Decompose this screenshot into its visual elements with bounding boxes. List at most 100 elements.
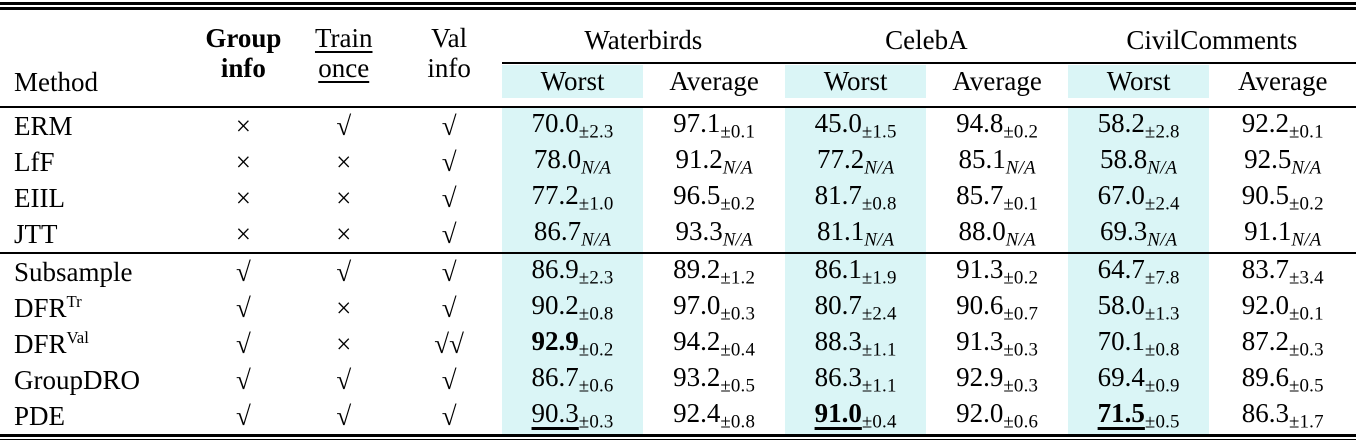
dataset-name: CelebA [885, 25, 968, 55]
result-stderr: ±0.4 [861, 411, 897, 433]
result-stderr: N/A [1291, 157, 1322, 179]
val-info-mark: √ [396, 362, 501, 398]
table-row: DFRTr √ × √ 90.2±0.8 97.0±0.3 80.7±2.4 90.6±0.7… [0, 290, 1356, 326]
result-value: 94.8 [956, 108, 1004, 139]
train-once-mark: × [291, 216, 396, 253]
result-cell: 85.1N/A [926, 144, 1068, 180]
check-mark-icon: √ [235, 400, 251, 431]
check-mark-icon: √ [441, 182, 457, 213]
result-stderr: ±0.9 [1144, 375, 1180, 397]
check-mark-icon: √ [336, 364, 352, 395]
method-cell: LfF [0, 144, 196, 180]
result-value: 88.3 [814, 326, 862, 357]
check-mark-icon: √ [235, 364, 251, 395]
result-value: 69.4 [1097, 362, 1145, 393]
result-value: 89.2 [673, 254, 721, 285]
result-cell: 81.1N/A [784, 216, 927, 253]
result-cell: 86.9±2.3 [501, 252, 644, 290]
result-value: 58.8 [1100, 144, 1148, 175]
result-cell: 58.8N/A [1067, 144, 1210, 180]
result-cell: 78.0N/A [501, 144, 644, 180]
result-value: 93.3 [675, 216, 723, 247]
val-info-mark: √ [396, 180, 501, 216]
method-name: PDE [14, 400, 66, 431]
group-info-line2: info [220, 53, 266, 83]
subcolumn-header-average: Average [926, 63, 1068, 108]
result-value: 90.3 [531, 398, 579, 429]
method-cell: DFRVal [0, 326, 196, 362]
group-info-mark: √ [196, 398, 291, 434]
result-stderr: ±0.3 [1003, 339, 1039, 361]
result-cell: 71.5±0.5 [1067, 398, 1210, 434]
cross-mark-icon: × [235, 110, 251, 141]
subcolumn-header-average: Average [1209, 63, 1356, 108]
result-stderr: ±0.3 [1288, 339, 1324, 361]
result-value: 92.5 [1244, 144, 1292, 175]
result-stderr: N/A [581, 157, 612, 179]
result-value: 64.7 [1097, 254, 1145, 285]
result-cell: 91.1N/A [1209, 216, 1356, 253]
check-mark-icon: √ [441, 218, 457, 249]
check-mark-icon: √√ [434, 328, 464, 359]
result-cell: 91.2N/A [643, 144, 785, 180]
subcolumn-header-average: Average [643, 63, 785, 108]
result-value: 77.2 [816, 144, 865, 175]
result-cell: 97.1±0.1 [643, 107, 785, 144]
method-name: DFR [14, 292, 67, 323]
result-value: 90.2 [531, 290, 579, 321]
cross-mark-icon: × [336, 218, 352, 249]
result-cell: 96.5±0.2 [643, 180, 785, 216]
result-cell: 58.0±1.3 [1067, 290, 1210, 326]
result-stderr: ±1.9 [861, 267, 897, 289]
result-cell: 86.7±0.6 [501, 362, 644, 398]
result-cell: 92.0±0.1 [1209, 290, 1356, 326]
result-stderr: ±0.1 [1003, 193, 1039, 215]
val-info-line1: Val [431, 22, 468, 53]
result-value: 91.0 [814, 398, 862, 429]
result-value: 93.2 [673, 362, 721, 393]
result-stderr: ±0.2 [1288, 193, 1324, 215]
result-value: 91.3 [956, 326, 1004, 357]
result-value: 91.1 [1244, 216, 1292, 247]
result-cell: 94.2±0.4 [643, 326, 785, 362]
method-superscript: Tr [66, 291, 82, 311]
subcolumn-header-worst: Worst [1067, 63, 1210, 108]
group-info-mark: × [196, 180, 291, 216]
result-stderr: ±0.2 [1003, 121, 1039, 143]
result-cell: 87.2±0.3 [1209, 326, 1356, 362]
result-stderr: N/A [1147, 157, 1178, 179]
result-value: 88.0 [958, 216, 1006, 247]
worst-column-label: Worst [1067, 65, 1210, 98]
result-stderr: ±2.4 [1144, 193, 1180, 215]
group-info-mark: √ [196, 290, 291, 326]
result-cell: 80.7±2.4 [784, 290, 927, 326]
dataset-header-celeba: CelebA [784, 10, 1068, 64]
result-value: 86.1 [814, 254, 862, 285]
result-stderr: ±0.8 [861, 193, 897, 215]
subcolumn-header-worst: Worst [501, 63, 644, 108]
group-info-mark: √ [196, 362, 291, 398]
result-cell: 67.0±2.4 [1067, 180, 1210, 216]
result-value: 58.2 [1097, 108, 1145, 139]
result-value: 91.2 [675, 144, 723, 175]
subcolumn-header-worst: Worst [784, 63, 927, 108]
result-stderr: ±0.1 [1288, 121, 1324, 143]
result-cell: 92.9±0.3 [926, 362, 1068, 398]
table-row: LfF × × √ 78.0N/A 91.2N/A 77.2N/A 85.1N/A 58.8N/… [0, 144, 1356, 180]
result-value: 97.1 [673, 108, 721, 139]
check-mark-icon: √ [441, 364, 457, 395]
result-value: 92.4 [673, 398, 721, 429]
result-cell: 92.0±0.6 [926, 398, 1068, 434]
result-stderr: N/A [722, 229, 753, 251]
result-value: 77.2 [531, 180, 579, 211]
result-cell: 89.2±1.2 [643, 252, 785, 290]
result-value: 71.5 [1097, 398, 1145, 429]
result-cell: 86.7N/A [501, 216, 644, 253]
result-stderr: ±0.6 [578, 375, 614, 397]
cross-mark-icon: × [336, 146, 352, 177]
dataset-name: CivilComments [1126, 25, 1298, 55]
val-info-mark: √√ [396, 326, 501, 362]
result-value: 58.0 [1097, 290, 1145, 321]
train-once-mark: × [291, 144, 396, 180]
result-stderr: ±0.8 [578, 303, 614, 325]
